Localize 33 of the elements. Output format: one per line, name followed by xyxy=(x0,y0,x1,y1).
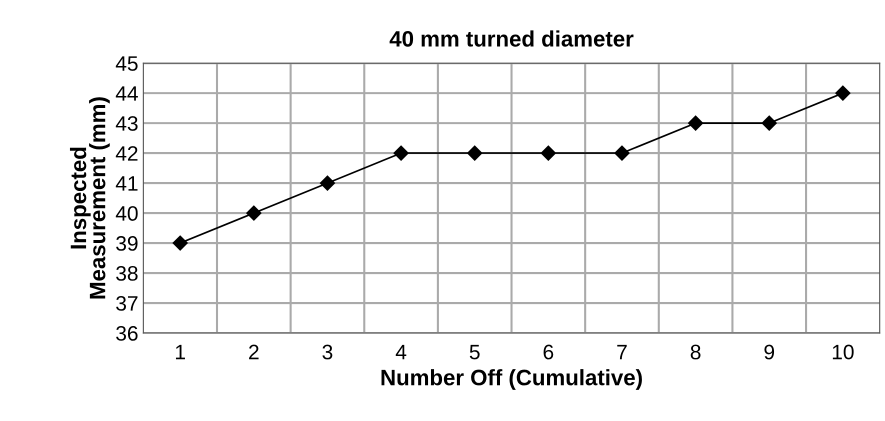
y-tick-label: 38 xyxy=(116,266,138,281)
chart-title: 40 mm turned diameter xyxy=(390,30,634,47)
x-tick-label: 4 xyxy=(396,344,406,360)
y-tick-label: 40 xyxy=(116,206,138,221)
x-tick-label: 3 xyxy=(322,344,332,360)
point xyxy=(614,146,630,161)
y-tick-label: 37 xyxy=(116,296,138,311)
y-tick-label: 44 xyxy=(116,86,138,101)
point xyxy=(246,206,262,221)
y-tick-label: 39 xyxy=(116,236,138,251)
point xyxy=(688,116,704,131)
x-tick-label: 9 xyxy=(764,344,774,360)
y-axis-title: Inspected Measurement (mm) xyxy=(70,97,110,298)
y-tick-label: 42 xyxy=(116,146,138,161)
x-axis-title: Number Off (Cumulative) xyxy=(382,369,642,390)
point xyxy=(467,146,482,161)
point xyxy=(320,176,336,191)
point xyxy=(394,146,409,161)
x-tick-label: 2 xyxy=(249,344,259,360)
y-tick-label: 43 xyxy=(116,116,138,131)
x-tick-label: 6 xyxy=(544,344,554,360)
x-tick-label: 1 xyxy=(176,344,185,360)
y-tick-label: 45 xyxy=(116,56,138,71)
x-tick-label: 5 xyxy=(470,344,480,360)
y-tick-label: 36 xyxy=(116,326,138,341)
y-tick-label: 41 xyxy=(116,176,138,191)
x-tick-label: 10 xyxy=(832,344,854,360)
point xyxy=(835,86,850,101)
point xyxy=(172,235,188,251)
point xyxy=(540,146,556,161)
x-tick-label: 8 xyxy=(690,344,700,360)
x-tick-label: 7 xyxy=(617,344,627,360)
point xyxy=(762,116,777,131)
